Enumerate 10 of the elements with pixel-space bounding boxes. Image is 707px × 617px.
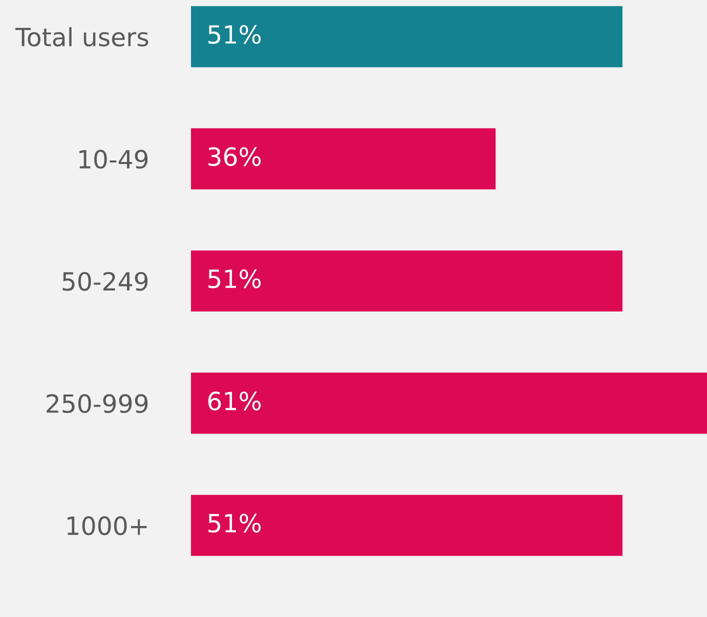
- data-label: 51%: [208, 514, 261, 533]
- y-tick-label: 250-999: [46, 394, 148, 414]
- y-tick-label: 50-249: [62, 272, 148, 291]
- data-label: 51%: [208, 24, 261, 44]
- data-label: 61%: [208, 392, 261, 410]
- data-label: 36%: [208, 147, 261, 166]
- data-label: 51%: [208, 269, 261, 288]
- y-tick-label: 1000+: [68, 516, 147, 536]
- y-tick-label: Total users: [15, 27, 148, 47]
- y-tick-label: 10-49: [79, 150, 148, 169]
